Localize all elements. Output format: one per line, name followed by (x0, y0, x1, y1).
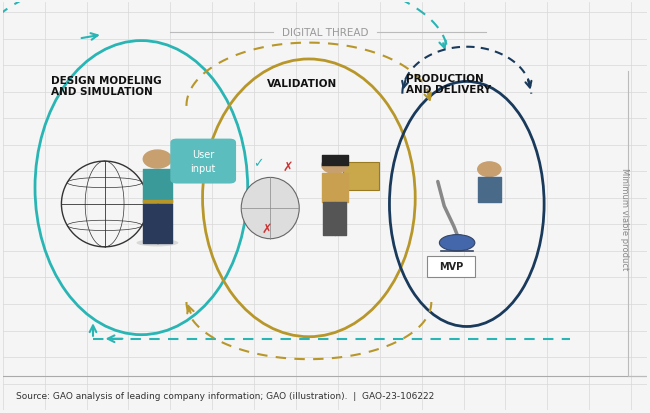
Text: ✗: ✗ (283, 161, 294, 173)
Text: VALIDATION: VALIDATION (267, 79, 337, 89)
Circle shape (478, 162, 501, 177)
Ellipse shape (136, 240, 178, 247)
Text: ✓: ✓ (253, 157, 263, 170)
Circle shape (322, 158, 348, 174)
Text: DESIGN MODELING
AND SIMULATION: DESIGN MODELING AND SIMULATION (51, 76, 162, 97)
Text: MVP: MVP (439, 261, 463, 271)
Circle shape (143, 151, 172, 169)
Ellipse shape (439, 235, 475, 252)
Ellipse shape (241, 178, 299, 239)
Text: DIGITAL THREAD: DIGITAL THREAD (281, 28, 369, 38)
FancyBboxPatch shape (343, 163, 379, 191)
FancyBboxPatch shape (428, 256, 475, 277)
Text: Source: GAO analysis of leading company information; GAO (illustration).  |  GAO: Source: GAO analysis of leading company … (16, 392, 434, 401)
Text: PRODUCTION
AND DELIVERY: PRODUCTION AND DELIVERY (406, 74, 491, 95)
Text: User
input: User input (190, 150, 216, 173)
Text: ✗: ✗ (262, 223, 272, 235)
FancyBboxPatch shape (170, 139, 236, 184)
Text: Minimum viable product: Minimum viable product (620, 168, 629, 270)
